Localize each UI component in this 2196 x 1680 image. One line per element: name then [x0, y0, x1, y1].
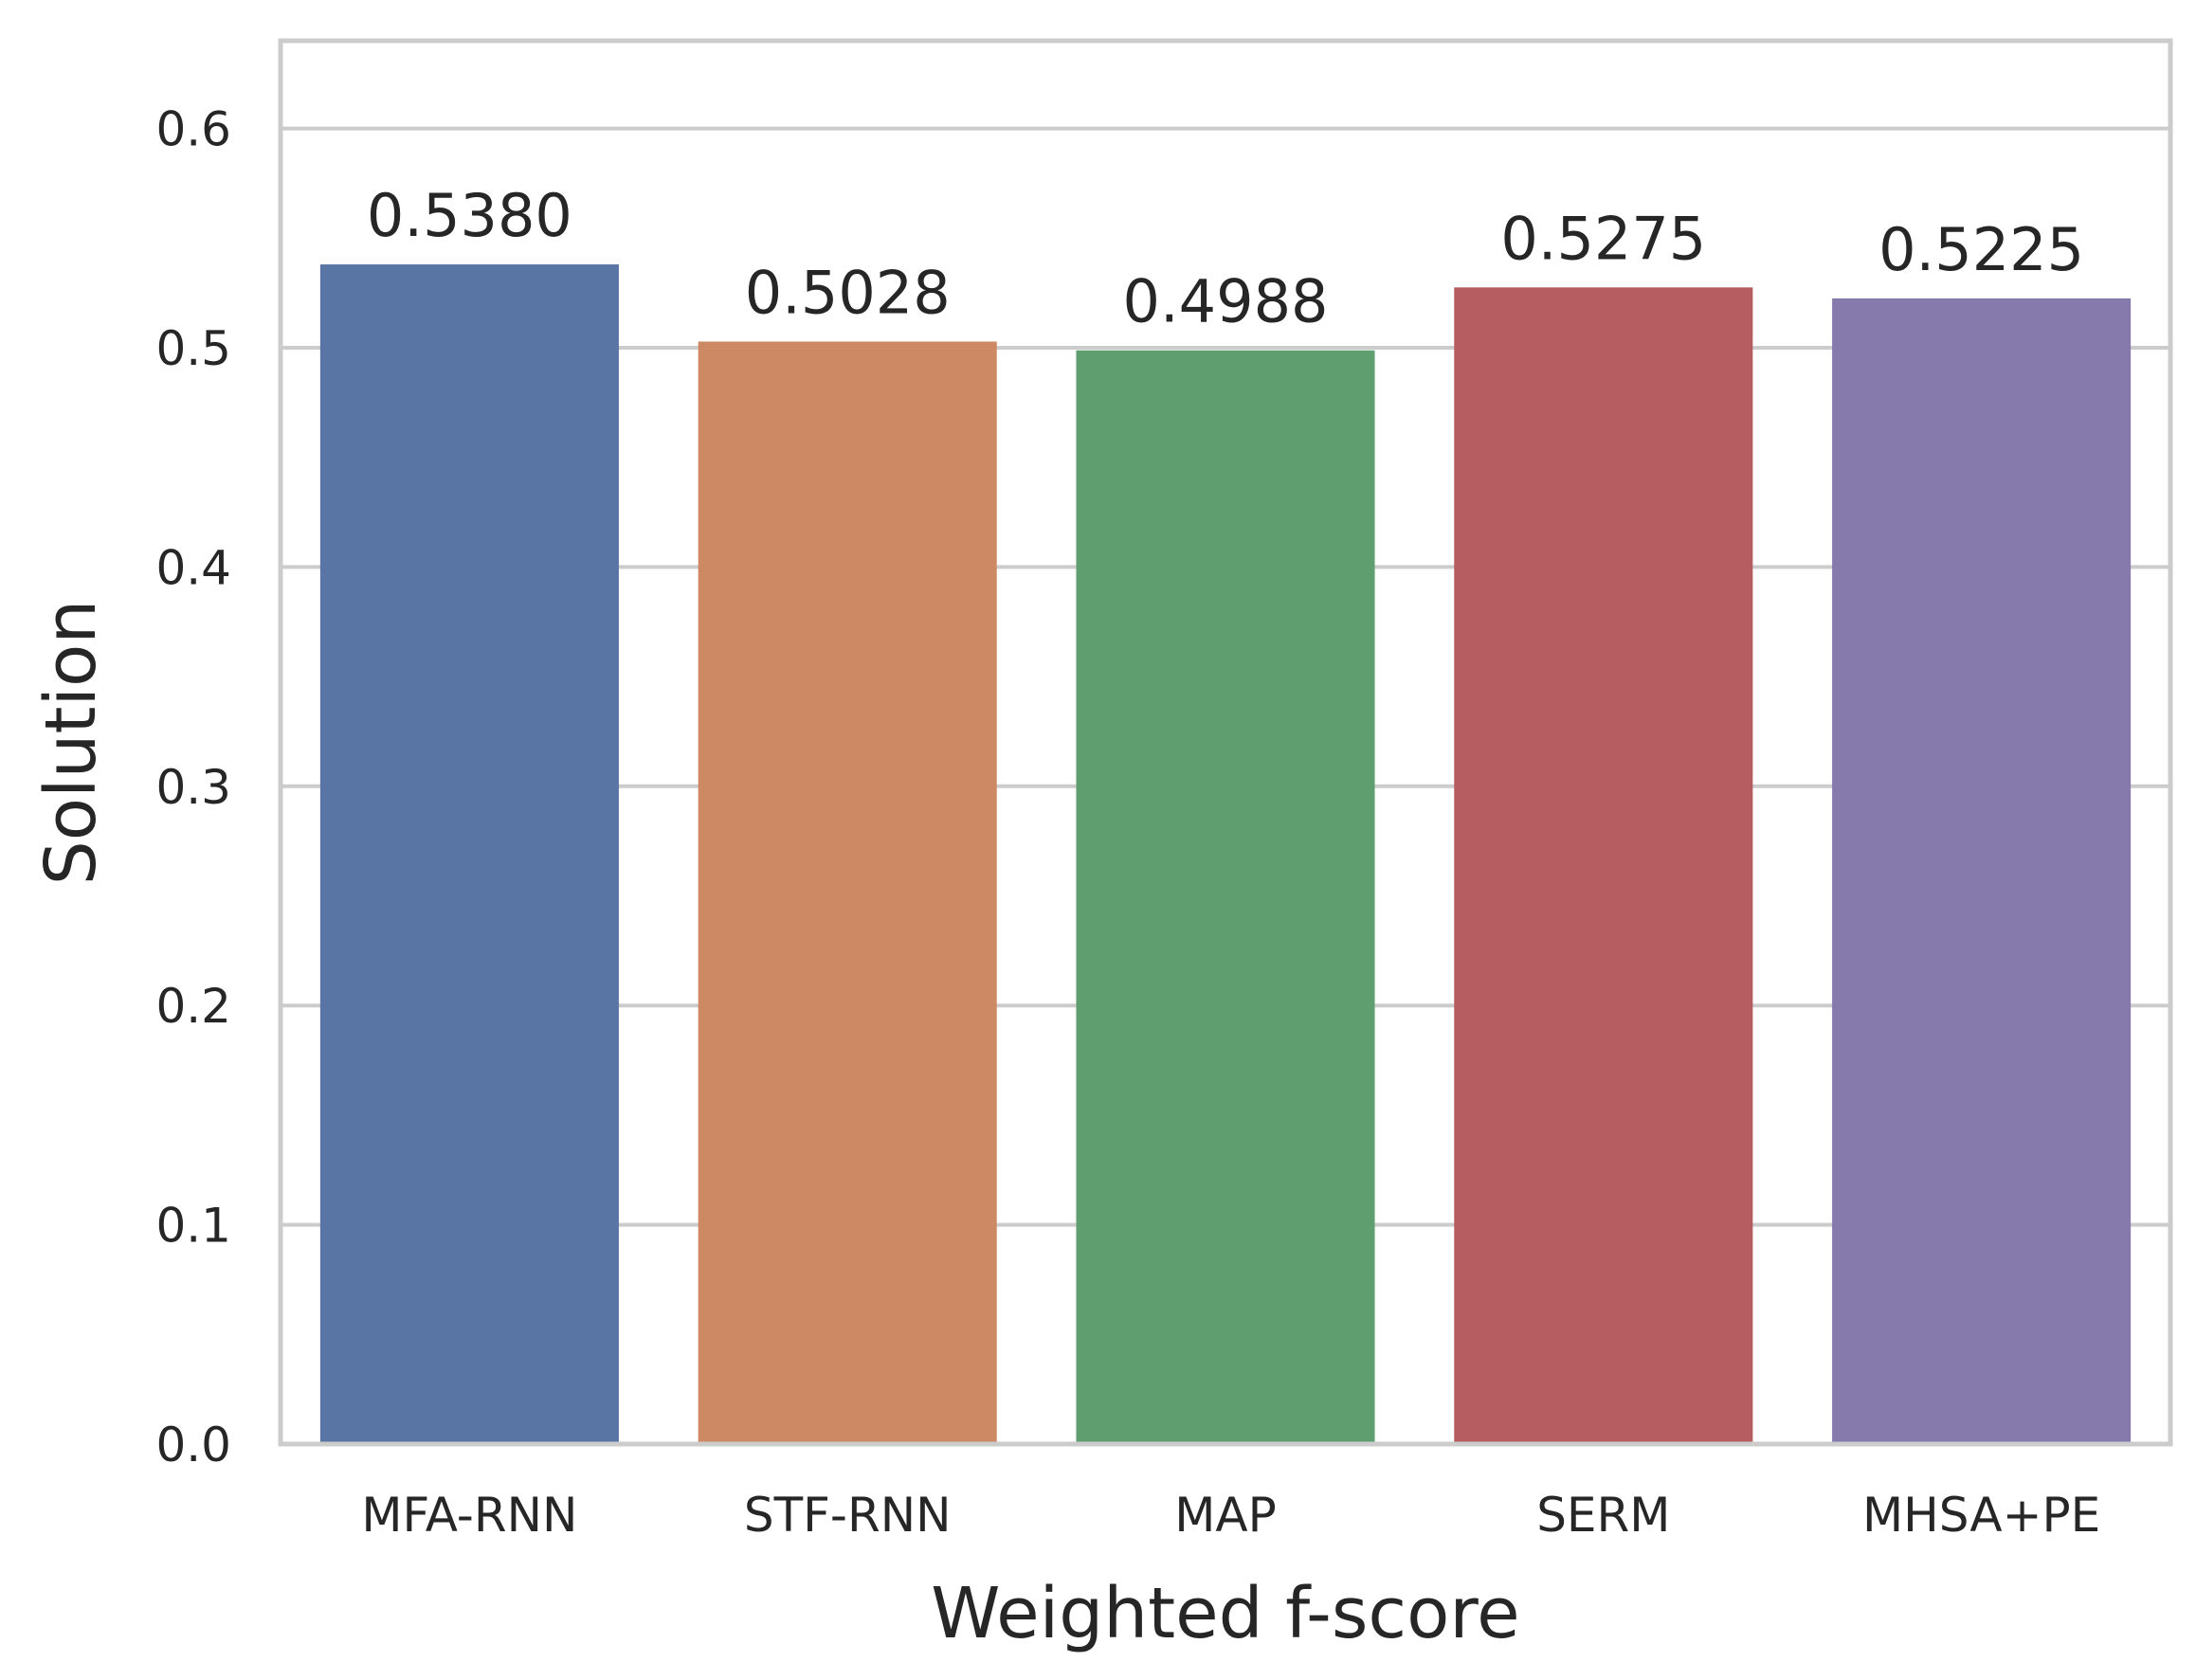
- y-tick-label: 0.0: [155, 1418, 231, 1472]
- bar-value-label: 0.5275: [1500, 204, 1706, 273]
- x-axis-label: Weighted f-score: [931, 1573, 1519, 1654]
- y-axis-ticks: 0.0 0.1 0.2 0.3 0.4 0.5 0.6: [155, 102, 231, 1472]
- bar-value-label: 0.5028: [745, 258, 951, 327]
- plot-frame: [278, 38, 2173, 1447]
- data-labels: 0.5380 0.5028 0.4988 0.5275 0.5225: [367, 181, 2084, 336]
- bar-value-label: 0.5380: [367, 181, 572, 250]
- x-tick-label: MFA-RNN: [361, 1488, 577, 1543]
- x-tick-label: MHSA+PE: [1862, 1488, 2100, 1543]
- x-tick-label: MAP: [1174, 1488, 1277, 1543]
- y-tick-label: 0.1: [155, 1199, 231, 1254]
- x-tick-label: STF-RNN: [744, 1488, 952, 1543]
- bar-value-label: 0.4988: [1123, 267, 1329, 336]
- bars: [319, 264, 2132, 1445]
- y-tick-label: 0.5: [155, 321, 231, 376]
- bar-value-label: 0.5225: [1878, 215, 2084, 284]
- x-tick-label: SERM: [1536, 1488, 1670, 1543]
- y-axis-label: Solution: [30, 600, 112, 885]
- y-tick-label: 0.3: [155, 760, 231, 815]
- bar: [1454, 287, 1753, 1444]
- y-tick-label: 0.4: [155, 540, 231, 595]
- bar: [698, 341, 997, 1444]
- bar: [1076, 350, 1375, 1445]
- bar: [319, 264, 619, 1444]
- y-tick-label: 0.6: [155, 102, 231, 157]
- y-tick-label: 0.2: [155, 979, 231, 1034]
- bar: [1832, 298, 2132, 1444]
- x-axis-ticks: MFA-RNN STF-RNN MAP SERM MHSA+PE: [361, 1488, 2100, 1543]
